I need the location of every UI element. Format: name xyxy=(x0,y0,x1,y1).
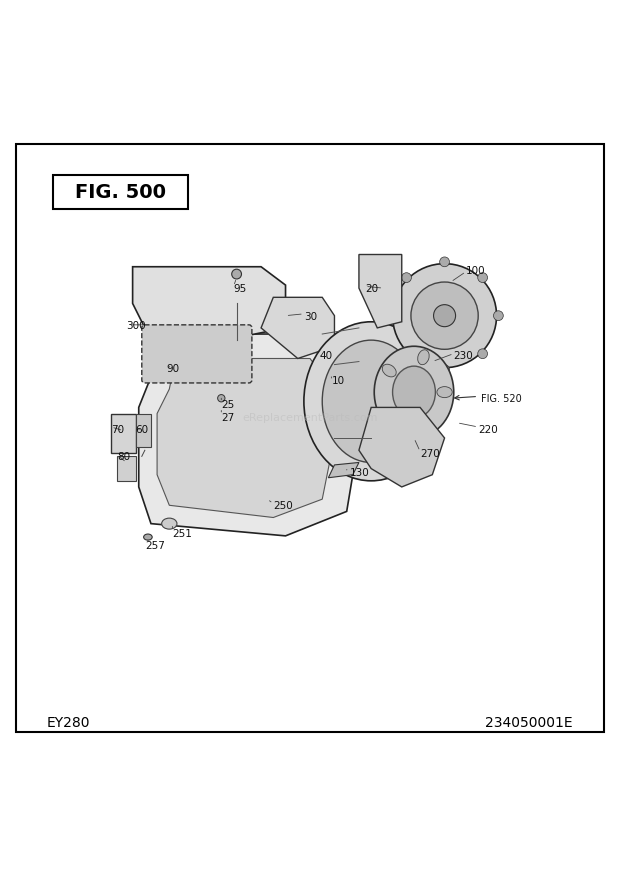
Text: 230: 230 xyxy=(454,351,474,361)
Circle shape xyxy=(392,264,497,368)
Ellipse shape xyxy=(383,408,396,421)
Text: 300: 300 xyxy=(126,320,146,331)
Circle shape xyxy=(478,349,487,360)
Ellipse shape xyxy=(144,534,152,540)
Text: EY280: EY280 xyxy=(47,716,91,730)
Ellipse shape xyxy=(374,347,454,438)
Bar xyxy=(117,457,136,481)
Text: 100: 100 xyxy=(466,266,485,275)
Text: 25: 25 xyxy=(221,400,234,410)
Text: 27: 27 xyxy=(221,412,234,422)
Ellipse shape xyxy=(437,387,452,398)
Text: 95: 95 xyxy=(234,284,247,294)
Polygon shape xyxy=(359,255,402,329)
Circle shape xyxy=(386,311,396,321)
Text: 250: 250 xyxy=(273,501,293,510)
Circle shape xyxy=(440,258,450,267)
Polygon shape xyxy=(261,298,334,359)
Circle shape xyxy=(440,365,450,375)
Circle shape xyxy=(478,274,487,283)
Circle shape xyxy=(494,311,503,321)
Circle shape xyxy=(411,282,478,350)
Text: 70: 70 xyxy=(111,424,125,434)
Text: 90: 90 xyxy=(166,363,179,374)
Text: 251: 251 xyxy=(172,528,192,538)
Polygon shape xyxy=(359,408,445,488)
Bar xyxy=(53,175,188,210)
Text: 270: 270 xyxy=(420,449,440,459)
Text: 234050001E: 234050001E xyxy=(485,716,573,730)
FancyBboxPatch shape xyxy=(142,325,252,383)
Text: 80: 80 xyxy=(117,452,130,462)
Text: 30: 30 xyxy=(304,311,317,321)
Bar xyxy=(111,414,136,453)
Text: 60: 60 xyxy=(136,424,149,434)
Ellipse shape xyxy=(418,350,429,366)
Text: FIG. 500: FIG. 500 xyxy=(75,183,166,202)
Polygon shape xyxy=(139,335,359,536)
Circle shape xyxy=(218,396,225,403)
Text: 220: 220 xyxy=(478,424,498,434)
Circle shape xyxy=(402,349,412,360)
Circle shape xyxy=(433,305,456,327)
Text: eReplacementParts.com: eReplacementParts.com xyxy=(242,412,378,422)
Bar xyxy=(136,414,151,447)
Ellipse shape xyxy=(383,365,396,377)
Ellipse shape xyxy=(304,323,438,481)
Text: 40: 40 xyxy=(319,351,332,361)
Text: FIG. 520: FIG. 520 xyxy=(481,394,522,403)
Polygon shape xyxy=(133,267,286,341)
Ellipse shape xyxy=(418,420,429,435)
Circle shape xyxy=(232,270,242,280)
Text: 257: 257 xyxy=(145,540,165,551)
Text: 130: 130 xyxy=(350,467,370,477)
Circle shape xyxy=(402,274,412,283)
Text: 10: 10 xyxy=(332,375,345,386)
Ellipse shape xyxy=(392,367,435,418)
Ellipse shape xyxy=(322,341,420,463)
Polygon shape xyxy=(157,359,334,518)
Ellipse shape xyxy=(162,518,177,530)
Text: 20: 20 xyxy=(365,284,378,294)
Polygon shape xyxy=(329,463,359,478)
